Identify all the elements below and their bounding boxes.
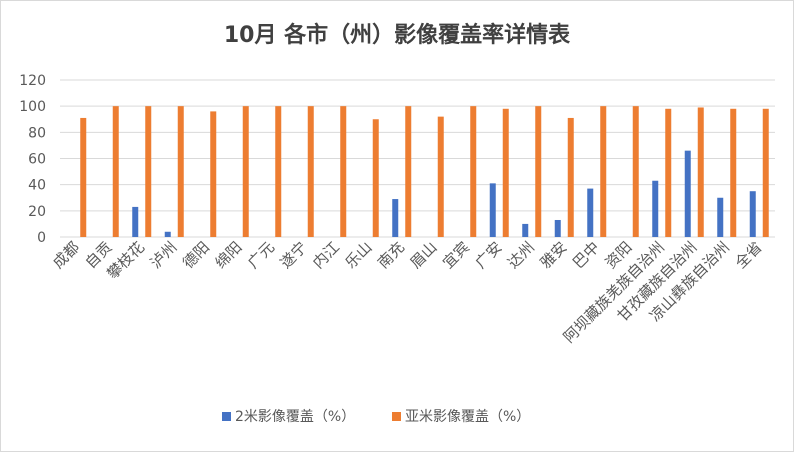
bar-series-2 — [177, 106, 184, 238]
y-tick-label: 0 — [37, 230, 46, 246]
y-tick-label: 120 — [19, 73, 46, 89]
legend-swatch-2 — [392, 412, 401, 421]
bar-series-2 — [665, 108, 672, 238]
x-axis-labels: 成都自贡攀枝花泸州德阳绵阳广元遂宁内江乐山南充眉山宜宾广安达州雅安巴中资阳阿坝藏… — [49, 238, 765, 346]
bar-series-1 — [652, 180, 659, 237]
legend-label-2: 亚米影像覆盖（%） — [405, 409, 530, 425]
x-tick-label: 宜宾 — [439, 238, 473, 272]
bar-series-2 — [567, 117, 574, 237]
bar-series-2 — [112, 106, 119, 238]
bar-series-2 — [145, 106, 152, 238]
bar-series-1 — [132, 206, 139, 237]
bar-series-2 — [372, 119, 379, 237]
legend-label-1: 2米影像覆盖（%） — [235, 409, 355, 425]
x-tick-label: 绵阳 — [212, 238, 246, 272]
bar-series-2 — [340, 106, 347, 238]
x-tick-label: 南充 — [374, 238, 408, 272]
bar-series-1 — [684, 150, 691, 237]
x-tick-label: 德阳 — [179, 238, 213, 272]
y-tick-label: 100 — [19, 99, 46, 115]
x-tick-label: 巴中 — [569, 238, 603, 272]
bar-series-2 — [697, 107, 704, 237]
x-tick-label: 全省 — [732, 238, 766, 272]
bar-series-1 — [164, 231, 171, 237]
bar-series-2 — [307, 106, 314, 238]
bar-series-2 — [535, 106, 542, 238]
bar-series-2 — [242, 106, 249, 238]
x-tick-label: 达州 — [504, 238, 538, 272]
bar-series-1 — [749, 191, 756, 237]
bar-series-2 — [470, 106, 477, 238]
bars — [80, 106, 769, 238]
x-tick-label: 内江 — [309, 238, 343, 272]
bar-series-1 — [489, 183, 496, 237]
y-tick-label: 40 — [28, 178, 46, 194]
bar-series-2 — [730, 108, 737, 238]
x-tick-label: 广元 — [244, 238, 278, 272]
bar-series-2 — [762, 108, 769, 238]
legend: 2米影像覆盖（%） 亚米影像覆盖（%） — [222, 409, 530, 425]
x-tick-label: 眉山 — [407, 238, 441, 272]
x-tick-label: 雅安 — [537, 238, 571, 272]
x-tick-label: 乐山 — [342, 238, 376, 272]
bar-series-1 — [587, 188, 594, 237]
x-tick-label: 成都 — [49, 238, 83, 272]
bar-series-1 — [554, 219, 561, 237]
bar-series-2 — [437, 116, 444, 237]
bar-series-2 — [502, 108, 509, 238]
y-tick-label: 80 — [28, 125, 46, 141]
x-tick-label: 攀枝花 — [104, 238, 149, 283]
x-tick-label: 广安 — [472, 238, 506, 272]
bar-series-2 — [210, 111, 217, 237]
legend-swatch-1 — [222, 412, 231, 421]
bar-series-2 — [600, 106, 607, 238]
bar-series-2 — [405, 106, 412, 238]
chart-title: 10月 各市（州）影像覆盖率详情表 — [224, 22, 571, 48]
bar-series-1 — [717, 197, 724, 237]
bar-series-1 — [522, 223, 529, 237]
bar-series-1 — [392, 199, 399, 237]
bar-series-2 — [632, 106, 639, 238]
y-tick-label: 60 — [28, 152, 46, 168]
bar-series-2 — [80, 117, 87, 237]
bar-series-2 — [275, 106, 282, 238]
y-axis-ticks: 0 20 40 60 80 100 120 — [19, 73, 46, 246]
x-tick-label: 泸州 — [147, 238, 181, 272]
y-tick-label: 20 — [28, 204, 46, 220]
x-tick-label: 遂宁 — [277, 238, 311, 272]
